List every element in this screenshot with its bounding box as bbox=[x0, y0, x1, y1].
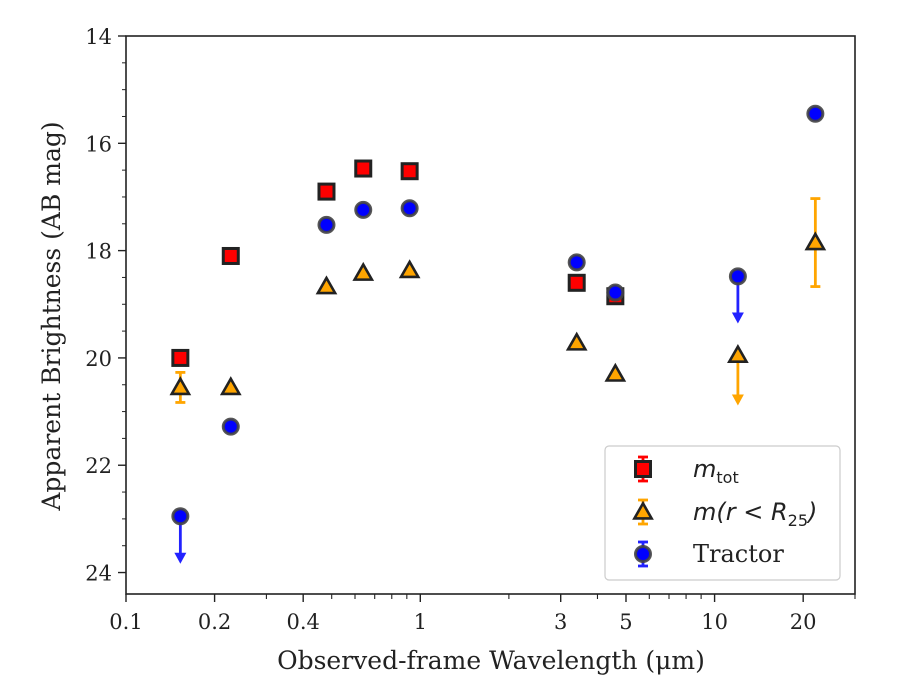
triangle-marker bbox=[727, 343, 749, 364]
x-tick-label: 1 bbox=[414, 610, 427, 634]
x-tick-label: 10 bbox=[701, 610, 728, 634]
legend-label: m(r < R25) bbox=[693, 498, 817, 530]
triangle-marker bbox=[315, 275, 338, 295]
legend-entry: Tractor bbox=[634, 540, 784, 568]
x-tick-label: 0.2 bbox=[198, 610, 231, 634]
x-tick-label: 5 bbox=[619, 610, 632, 634]
square-marker bbox=[400, 162, 419, 181]
legend-entry: m(r < R25) bbox=[632, 498, 817, 530]
legend-label: mtot bbox=[693, 455, 739, 487]
plot-frame bbox=[125, 35, 856, 595]
square-marker bbox=[221, 246, 240, 265]
axes: 0.1 0.2 0.4 1 3 5 10 20 14 16 18 20 22 24 bbox=[85, 25, 856, 634]
legend-label: Tractor bbox=[693, 540, 784, 568]
circle-marker bbox=[317, 215, 336, 234]
triangle-marker bbox=[565, 331, 588, 351]
circle-marker bbox=[400, 199, 419, 218]
y-axis-label: Apparent Brightness (AB mag) bbox=[37, 121, 66, 511]
square-marker bbox=[354, 159, 373, 178]
circle-marker bbox=[221, 417, 240, 436]
circle-marker bbox=[567, 253, 586, 272]
legend-square-marker bbox=[634, 460, 652, 478]
circle-marker bbox=[171, 507, 190, 526]
x-tick-label: 3 bbox=[554, 610, 567, 634]
series-square bbox=[171, 159, 625, 367]
x-tick-label: 0.4 bbox=[286, 610, 319, 634]
triangle-marker bbox=[398, 259, 421, 279]
square-marker bbox=[317, 182, 336, 201]
square-marker bbox=[171, 348, 190, 367]
triangle-marker bbox=[352, 261, 375, 281]
upper-limit-arrow-head bbox=[174, 552, 187, 564]
legend-box bbox=[604, 445, 841, 581]
series-triangle bbox=[169, 197, 827, 406]
circle-marker bbox=[606, 283, 625, 302]
legend-entry: mtot bbox=[634, 455, 739, 487]
triangle-marker bbox=[169, 376, 192, 396]
upper-limit-arrow-head bbox=[731, 312, 744, 324]
plot-area bbox=[169, 104, 827, 564]
y-tick-label: 16 bbox=[85, 132, 112, 156]
x-tick-label: 20 bbox=[790, 610, 817, 634]
legend-triangle-marker bbox=[632, 500, 654, 520]
series-circle bbox=[171, 104, 825, 564]
y-tick-label: 24 bbox=[85, 562, 112, 586]
triangle-marker bbox=[804, 231, 827, 251]
triangle-marker bbox=[604, 362, 627, 382]
y-tick-label: 18 bbox=[85, 240, 112, 264]
circle-marker bbox=[806, 104, 825, 123]
square-marker bbox=[567, 273, 586, 292]
upper-limit-arrow-head bbox=[731, 394, 744, 406]
legend: mtot m(r < R25) Tractor bbox=[604, 445, 841, 581]
legend-circle-marker bbox=[634, 545, 652, 563]
y-tick-label: 14 bbox=[85, 25, 112, 49]
x-tick-label: 0.1 bbox=[109, 610, 142, 634]
y-tick-label: 22 bbox=[85, 454, 112, 478]
circle-marker bbox=[354, 200, 373, 219]
circle-marker bbox=[728, 267, 747, 286]
triangle-marker bbox=[219, 376, 242, 396]
x-axis-label: Observed-frame Wavelength (μm) bbox=[277, 646, 705, 675]
y-tick-label: 20 bbox=[85, 347, 112, 371]
